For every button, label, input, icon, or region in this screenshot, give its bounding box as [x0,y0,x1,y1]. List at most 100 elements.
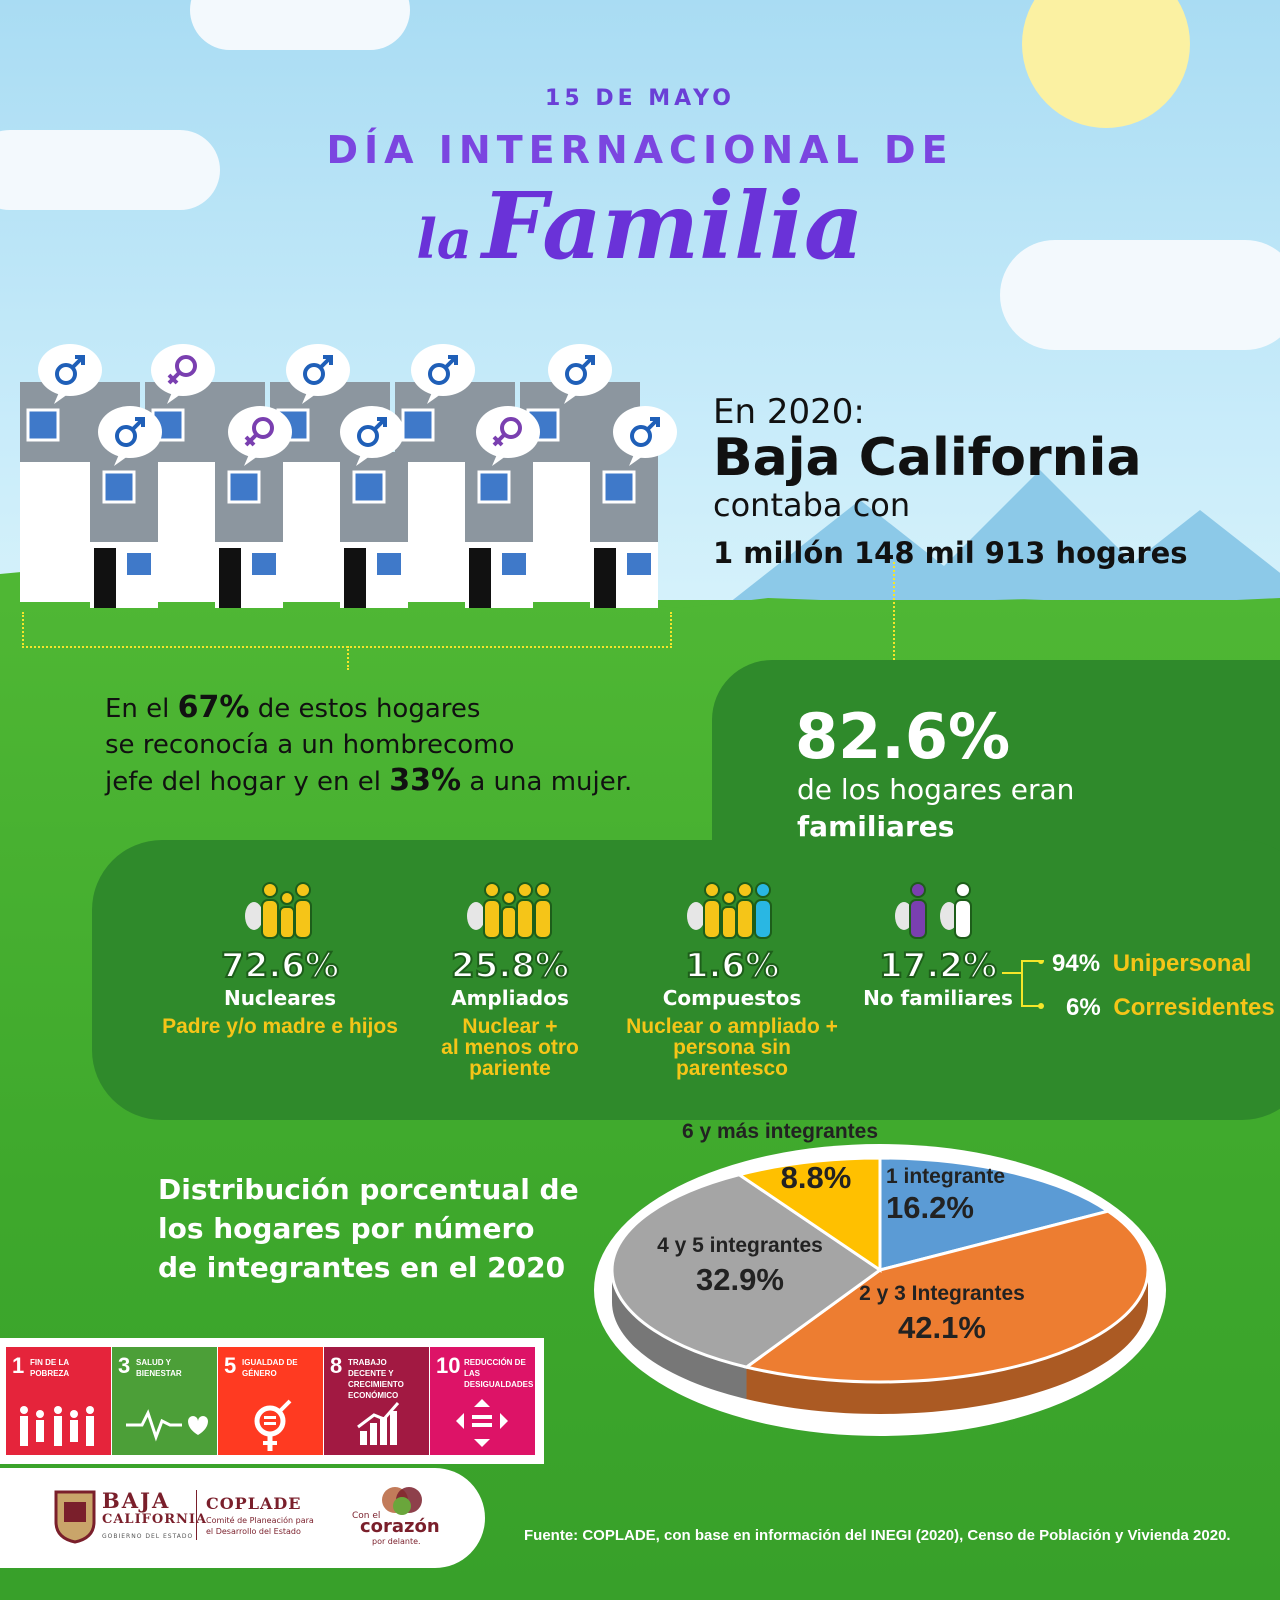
type-name: Compuestos [662,986,802,1010]
house-front [465,452,533,608]
breakdown-pct: 6% [1066,994,1101,1021]
person-icon [895,882,972,939]
cc-logo-line2: corazón [360,1516,440,1537]
house-front [215,452,283,608]
coplade-sub: Comité de Planeación para [206,1516,314,1525]
people-icon [687,882,772,939]
year-label: En 2020: [713,392,865,432]
male-symbol-icon [98,406,162,466]
headship-line3-post: a una mujer. [469,767,633,797]
dotted-connector [893,562,895,672]
contaba-label: contaba con [713,486,911,524]
distribution-title-line: de integrantes en el 2020 [158,1251,566,1284]
type-ampliados: 25.8% Ampliados Nuclear + al menos otro … [390,880,630,1079]
growth-chart-icon [357,1402,400,1445]
headship-pre: En el [105,694,170,724]
title-familia: Familia [481,172,864,280]
type-pct: 72.6% [220,945,340,987]
pie-slice [735,1156,882,1273]
sdg-number: 5 [224,1353,237,1378]
state-seal-icon [54,1490,96,1544]
type-name: Nucleares [223,986,337,1010]
distribution-title-line: los hogares por número [158,1212,535,1245]
headship-line3-pre: jefe del hogar y en el [105,767,382,797]
coplade-logo: COPLADE [206,1494,302,1513]
sdg-tile: 8 Trabajo decente y crecimiento económico [324,1347,429,1455]
male-symbol-icon [411,344,475,404]
dotted-connector [347,646,349,670]
pie-value-label: 32.9% [696,1262,784,1297]
family-share-pct: 82.6% [795,700,1011,773]
sdg-number: 1 [12,1353,25,1378]
household-types-panel [92,840,1280,1120]
sdg-tile: 1 Fin de la pobreza [6,1347,111,1455]
type-compuestos: 1.6% Compuestos Nuclear o ampliado + per… [612,880,852,1079]
cloud [1000,240,1280,350]
female-symbol-icon [476,406,540,466]
dotted-connector [22,612,672,648]
people-icon [467,882,552,939]
type-name: Ampliados [451,986,569,1010]
breakdown-label: Corresidentes [1113,994,1275,1021]
date-label: 15 DE MAYO [545,86,735,111]
type-desc: al menos otro [441,1036,579,1059]
pie-category-label: 4 y 5 integrantes [657,1234,823,1257]
male-symbol-icon [613,406,677,466]
heartbeat-icon [126,1409,208,1442]
house-front [90,452,158,608]
pie-value-label: 8.8% [781,1160,852,1195]
type-pct: 17.2% [878,945,998,987]
women-pct: 33% [389,763,462,798]
headship-mid: de estos hogares [257,694,481,724]
logo-divider [196,1490,197,1540]
family-share-panel [712,660,1280,860]
family-share-line2: familiares [797,810,955,843]
type-nucleares: 72.6% Nucleares Padre y/o madre e hijos [160,880,400,1037]
title-la: la [416,207,472,271]
pie-value-label: 42.1% [898,1310,986,1345]
pie-value-label: 16.2% [886,1190,974,1225]
cc-logo-line1: Con el [352,1511,381,1521]
cc-logo-line3: por delante. [372,1537,421,1546]
breakdown-bracket [1002,960,1044,1009]
distribution-title-line: Distribución porcentual de [158,1173,579,1206]
sdg-label: Fin de la pobreza [30,1358,70,1378]
house-front [340,452,408,608]
gender-equality-icon [254,1399,292,1451]
sdg-number: 3 [118,1353,131,1378]
type-desc: Nuclear + [462,1015,558,1038]
type-desc: Padre y/o madre e hijos [162,1015,398,1038]
sdg-tile: 3 Salud y bienestar [112,1347,217,1455]
type-desc: pariente [469,1057,551,1080]
houses-illustration [0,340,680,620]
cloud [190,0,410,50]
bc-logo-sub: GOBIERNO DEL ESTADO [102,1533,194,1540]
sdg-label: Igualdad de género [242,1358,298,1378]
source-note: Fuente: COPLADE, con base en información… [524,1527,1231,1544]
sdg-number: 10 [436,1353,461,1378]
houses-svg [20,344,677,608]
type-desc: parentesco [675,1057,789,1080]
distribution-title: Distribución porcentual de los hogares p… [158,1170,579,1287]
type-desc: persona sin [673,1036,791,1059]
page-title: la Familia [0,172,1280,280]
female-symbol-icon [228,406,292,466]
sdg-label: Salud y bienestar [136,1358,182,1378]
headship-line2: se reconocía a un hombrecomo [105,730,515,760]
breakdown-row: 6% Corresidentes [1066,994,1275,1022]
breakdown-pct: 94% [1052,950,1101,977]
sdg-label: Trabajo decente y crecimiento económico [348,1358,404,1400]
type-desc: Nuclear o ampliado + [626,1015,838,1038]
pie-slice [610,1173,883,1369]
sdg-tile: 5 Igualdad de género [218,1347,323,1455]
pie-category-label: 1 integrante [886,1165,1005,1188]
coplade-sub: el Desarrollo del Estado [206,1527,301,1536]
male-symbol-icon [286,344,350,404]
headship-text: En el 67% de estos hogares se reconocía … [105,690,725,800]
male-symbol-icon [548,344,612,404]
male-symbol-icon [38,344,102,404]
bc-logo-name1: BAJA [102,1488,171,1513]
cloud [0,130,220,210]
equality-arrows-icon [456,1399,508,1447]
pie-slice-side [612,1270,747,1400]
